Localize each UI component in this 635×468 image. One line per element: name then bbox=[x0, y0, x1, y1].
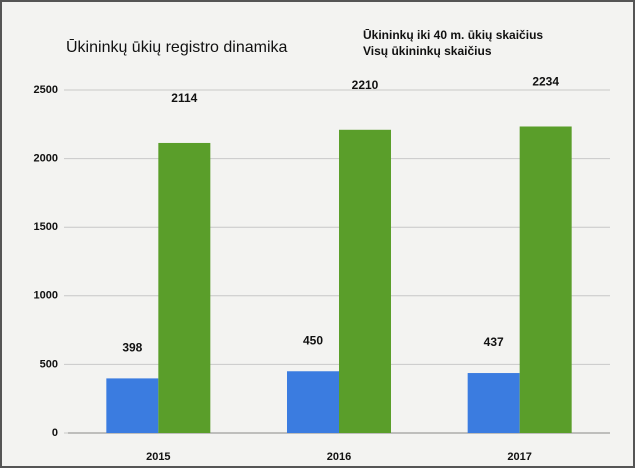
value-label: 437 bbox=[484, 335, 504, 349]
y-tick-label: 2000 bbox=[34, 153, 58, 165]
legend-entry: Ūkininkų iki 40 m. ūkių skaičius bbox=[363, 28, 543, 42]
bar bbox=[106, 378, 159, 433]
chart-title: Ūkininkų ūkių registro dinamika bbox=[66, 38, 288, 56]
y-tick-label: 1500 bbox=[34, 221, 58, 233]
value-label: 2210 bbox=[352, 78, 379, 92]
bar bbox=[519, 126, 572, 433]
x-tick-label: 2015 bbox=[146, 451, 170, 463]
bar bbox=[287, 371, 339, 433]
bar bbox=[339, 129, 391, 433]
legend-entry: Visų ūkininkų skaičius bbox=[363, 44, 492, 58]
x-tick-label: 2017 bbox=[507, 451, 531, 463]
value-label: 2114 bbox=[171, 91, 197, 105]
y-tick-label: 2500 bbox=[34, 84, 58, 96]
y-tick-label: 1000 bbox=[34, 290, 58, 302]
bar bbox=[158, 142, 211, 433]
x-tick-label: 2016 bbox=[327, 451, 351, 463]
value-label: 450 bbox=[303, 333, 323, 347]
bar bbox=[467, 373, 520, 433]
value-label: 398 bbox=[122, 341, 142, 355]
y-tick-label: 500 bbox=[40, 358, 58, 370]
value-label: 2234 bbox=[532, 75, 559, 89]
y-tick-label: 0 bbox=[52, 427, 58, 439]
